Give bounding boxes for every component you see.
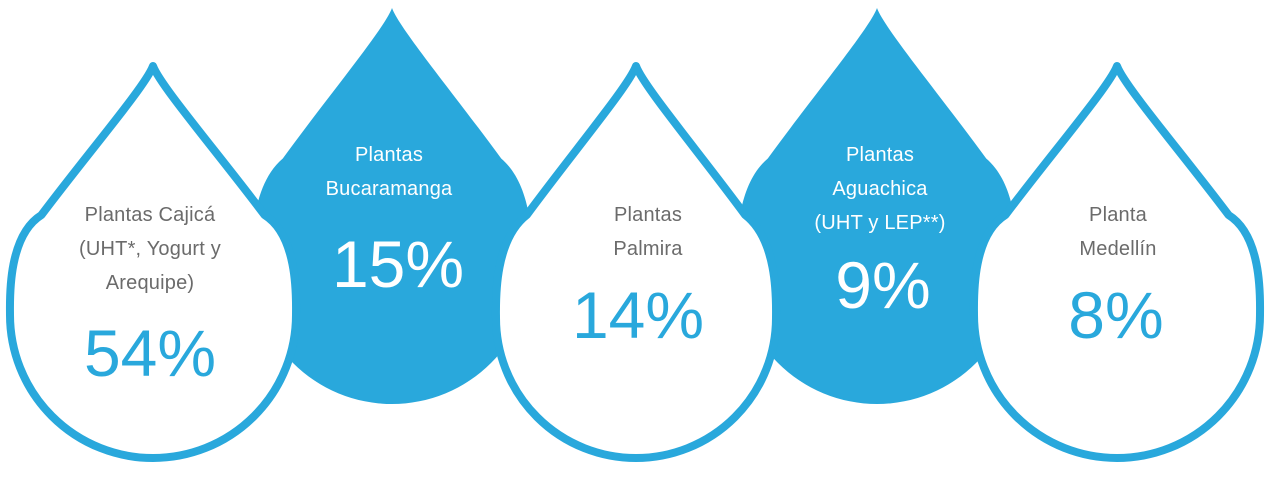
drop-bucaramanga-label: Plantas Bucaramanga [269,138,509,206]
drop-aguachica-percent: 9% [835,248,931,322]
drop-cajica-line-1: Plantas Cajicá [84,204,216,226]
drop-medellin-label: Planta Medellín [998,198,1238,266]
drop-palmira-percent: 14% [571,278,705,352]
drop-palmira-shape [491,62,781,462]
drop-aguachica-line-3: (UHT y LEP**) [814,212,946,234]
drop-cajica-line-2: (UHT*, Yogurt y [79,238,221,260]
drop-cajica-line-3: Arequipe) [105,272,195,294]
drop-palmira-line-2: Palmira [613,238,683,260]
drop-medellin-line-2: Medellín [1079,238,1157,260]
drop-bucaramanga-shape [251,8,533,404]
drop-cajica-shape [5,62,301,462]
drop-palmira-label: Plantas Palmira [528,198,768,266]
drop-aguachica-label: Plantas Aguachica (UHT y LEP**) [760,138,1000,240]
drop-aguachica-line-2: Aguachica [832,178,928,200]
drop-medellin-line-1: Planta [1089,204,1147,226]
drop-aguachica-shape [736,8,1018,404]
drop-bucaramanga-line-2: Bucaramanga [325,178,453,200]
drop-palmira-line-1: Plantas [613,204,683,226]
drop-cajica-label: Plantas Cajicá (UHT*, Yogurt y Arequipe) [30,198,270,300]
drop-bucaramanga-line-1: Plantas [354,144,424,166]
drop-bucaramanga-percent: 15% [331,227,465,301]
drop-aguachica-line-1: Plantas [845,144,915,166]
drop-cajica-percent: 54% [83,316,217,390]
drop-medellin-shape [969,62,1265,462]
drop-medellin-percent: 8% [1068,278,1164,352]
